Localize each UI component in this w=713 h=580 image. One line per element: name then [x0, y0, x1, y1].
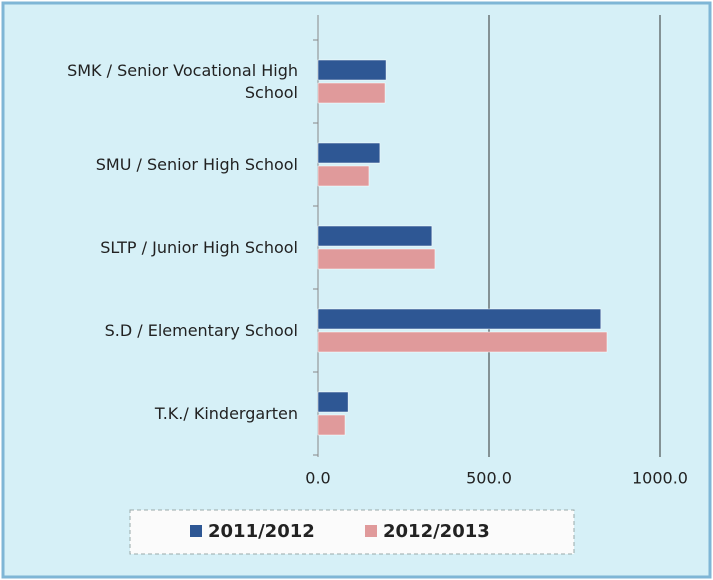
- y-tick-label: SLTP / Junior High School: [100, 237, 298, 257]
- bar: [317, 331, 608, 353]
- legend-label: 2012/2013: [383, 521, 490, 542]
- bar: [317, 225, 433, 247]
- y-tick-label: S.D / Elementary School: [104, 320, 298, 340]
- y-tick-label: SMK / Senior Vocational High School: [67, 60, 298, 102]
- legend-box: [129, 509, 575, 555]
- bar: [317, 391, 349, 413]
- bar: [317, 59, 387, 81]
- x-tick-label: 500.0: [466, 469, 512, 488]
- bar: [317, 82, 386, 104]
- bar: [317, 142, 381, 164]
- bar: [317, 165, 370, 187]
- legend-swatch: [365, 525, 377, 537]
- x-tick-label: 0.0: [305, 469, 330, 488]
- bar: [317, 308, 602, 330]
- legend-label: 2011/2012: [208, 521, 315, 542]
- legend-swatch: [190, 525, 202, 537]
- bar: [317, 414, 346, 436]
- y-tick-label: SMU / Senior High School: [95, 154, 298, 174]
- bar: [317, 248, 436, 270]
- x-tick-label: 1000.0: [632, 469, 688, 488]
- y-tick-label: T.K./ Kindergarten: [154, 403, 298, 423]
